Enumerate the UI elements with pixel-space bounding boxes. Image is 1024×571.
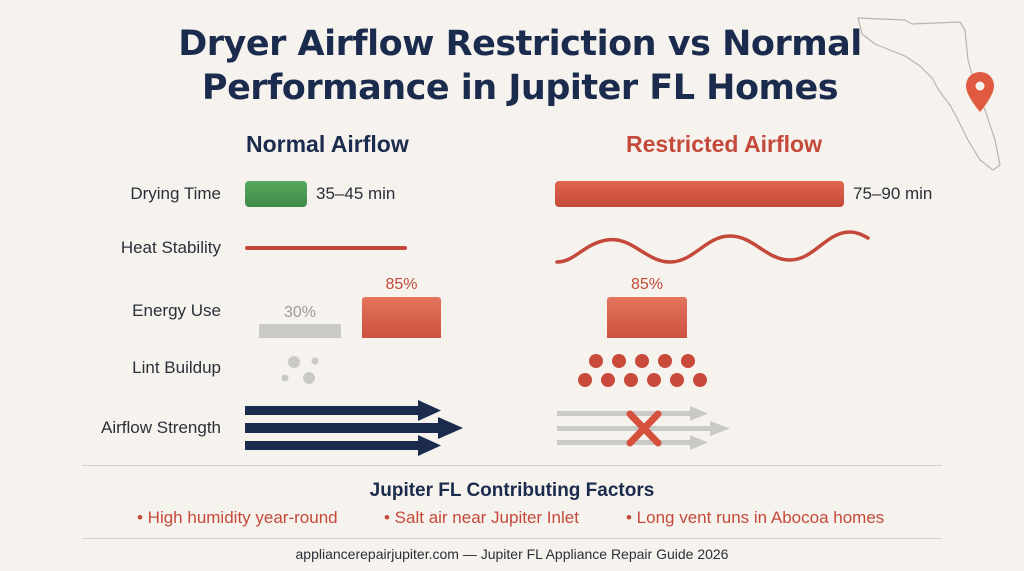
energy-restricted-value: 85% [630, 276, 664, 293]
factor-item-vent-runs: • Long vent runs in Abocoa homes [626, 508, 885, 527]
blocked-x-icon [626, 410, 662, 447]
row-label-airflow-strength: Airflow Strength [101, 418, 221, 437]
normal-airflow-header: Normal Airflow [246, 131, 409, 157]
footer-source: appliancerepairjupiter.com — Jupiter FL … [295, 546, 729, 562]
factor-item-salt-air: • Salt air near Jupiter Inlet [384, 508, 579, 527]
drying-time-restricted-bar [555, 181, 844, 207]
drying-time-normal-value: 35–45 min [316, 184, 396, 203]
factors-title: Jupiter FL Contributing Factors [369, 480, 655, 501]
row-label-lint-buildup: Lint Buildup [132, 358, 221, 377]
title-line-2: Performance in Jupiter FL Homes [201, 68, 839, 108]
section-divider [82, 465, 942, 466]
heat-stability-normal-line [245, 246, 407, 250]
drying-time-normal-bar [245, 181, 307, 207]
energy-normal-high-value: 85% [385, 276, 418, 293]
row-label-drying-time: Drying Time [130, 184, 221, 203]
title-line-1: Dryer Airflow Restriction vs Normal [178, 24, 862, 64]
page-title: Dryer Airflow Restriction vs Normal Perf… [120, 22, 920, 110]
factor-item-humidity: • High humidity year-round [137, 508, 338, 527]
restricted-airflow-header: Restricted Airflow [626, 131, 822, 157]
location-pin-icon [966, 72, 994, 112]
footer-divider [82, 538, 942, 539]
drying-time-restricted-value: 75–90 min [853, 184, 933, 203]
energy-normal-low-value: 30% [283, 304, 317, 321]
energy-restricted-bar [607, 297, 687, 338]
row-label-heat-stability: Heat Stability [120, 238, 221, 257]
energy-normal-low-bar [259, 324, 341, 338]
row-label-energy-use: Energy Use [132, 301, 221, 320]
energy-normal-high-bar [362, 297, 441, 338]
